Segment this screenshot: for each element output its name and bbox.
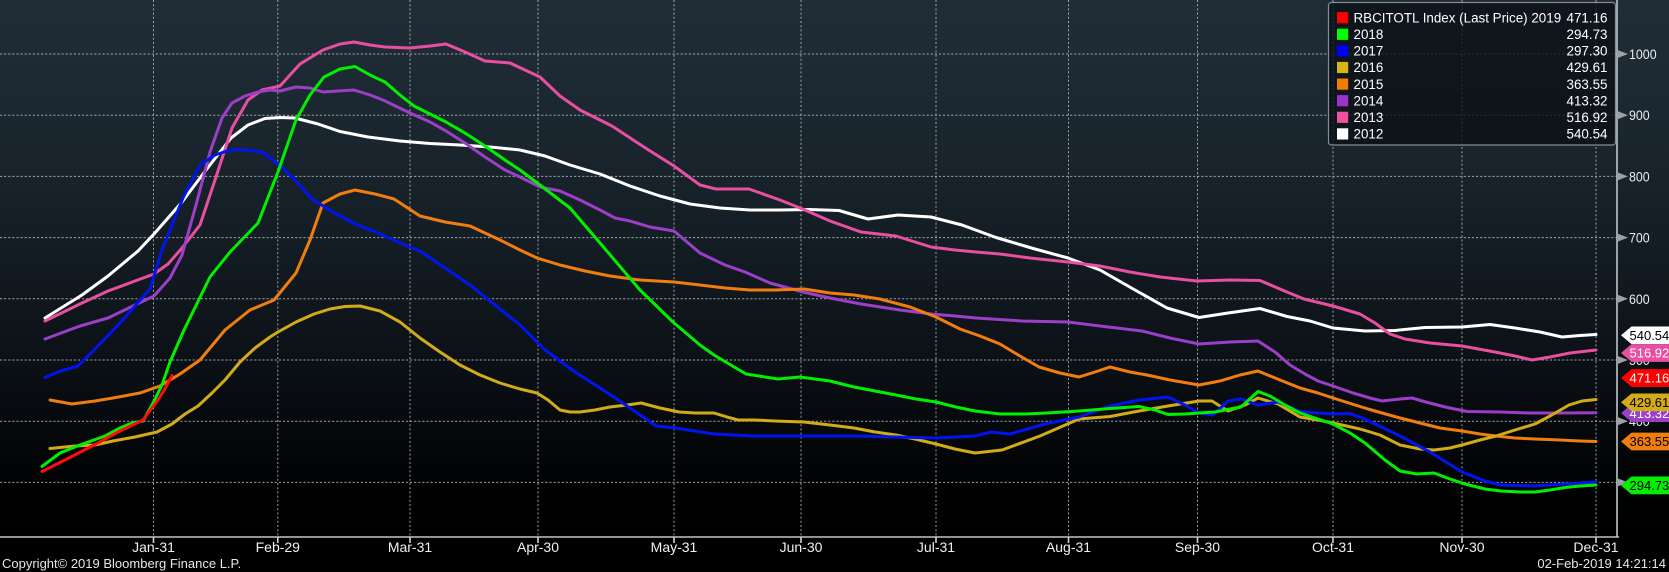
svg-text:Apr-30: Apr-30 — [517, 539, 559, 555]
svg-text:Dec-31: Dec-31 — [1573, 539, 1618, 555]
svg-text:Aug-31: Aug-31 — [1046, 539, 1091, 555]
svg-text:471.16: 471.16 — [1630, 371, 1669, 386]
svg-text:294.73: 294.73 — [1567, 27, 1608, 42]
svg-text:2017: 2017 — [1354, 44, 1384, 59]
svg-text:2016: 2016 — [1354, 60, 1384, 75]
svg-text:600: 600 — [1629, 291, 1650, 307]
svg-text:363.55: 363.55 — [1630, 434, 1669, 449]
svg-text:Jul-31: Jul-31 — [917, 539, 955, 555]
svg-text:May-31: May-31 — [651, 539, 698, 555]
svg-text:294.73: 294.73 — [1630, 478, 1669, 493]
svg-text:700: 700 — [1629, 230, 1650, 246]
svg-text:Jun-30: Jun-30 — [780, 539, 823, 555]
svg-text:297.30: 297.30 — [1567, 44, 1608, 59]
svg-text:02-Feb-2019 14:21:14: 02-Feb-2019 14:21:14 — [1537, 556, 1666, 571]
svg-text:900: 900 — [1629, 107, 1650, 123]
svg-text:471.16: 471.16 — [1567, 10, 1608, 25]
svg-text:429.61: 429.61 — [1630, 395, 1669, 410]
svg-text:2013: 2013 — [1354, 110, 1384, 125]
svg-text:2014: 2014 — [1354, 93, 1384, 108]
svg-text:Feb-29: Feb-29 — [256, 539, 301, 555]
svg-text:800: 800 — [1629, 168, 1650, 184]
svg-text:2018: 2018 — [1354, 27, 1384, 42]
svg-text:Nov-30: Nov-30 — [1439, 539, 1484, 555]
svg-text:540.54: 540.54 — [1630, 328, 1669, 343]
svg-text:Sep-30: Sep-30 — [1175, 539, 1220, 555]
svg-text:516.92: 516.92 — [1567, 110, 1608, 125]
svg-text:363.55: 363.55 — [1567, 77, 1608, 92]
svg-text:Copyright© 2019 Bloomberg Fina: Copyright© 2019 Bloomberg Finance L.P. — [2, 556, 241, 571]
svg-text:516.92: 516.92 — [1630, 346, 1669, 361]
svg-text:Mar-31: Mar-31 — [388, 539, 433, 555]
svg-text:413.32: 413.32 — [1567, 93, 1608, 108]
svg-text:429.61: 429.61 — [1567, 60, 1608, 75]
svg-text:Oct-31: Oct-31 — [1312, 539, 1354, 555]
svg-text:RBCITOTL Index (Last Price) 20: RBCITOTL Index (Last Price) 2019 — [1354, 10, 1562, 25]
svg-text:540.54: 540.54 — [1567, 127, 1609, 142]
svg-text:1000: 1000 — [1629, 46, 1657, 62]
svg-text:2015: 2015 — [1354, 77, 1384, 92]
svg-text:2012: 2012 — [1354, 127, 1384, 142]
svg-text:Jan-31: Jan-31 — [132, 539, 175, 555]
